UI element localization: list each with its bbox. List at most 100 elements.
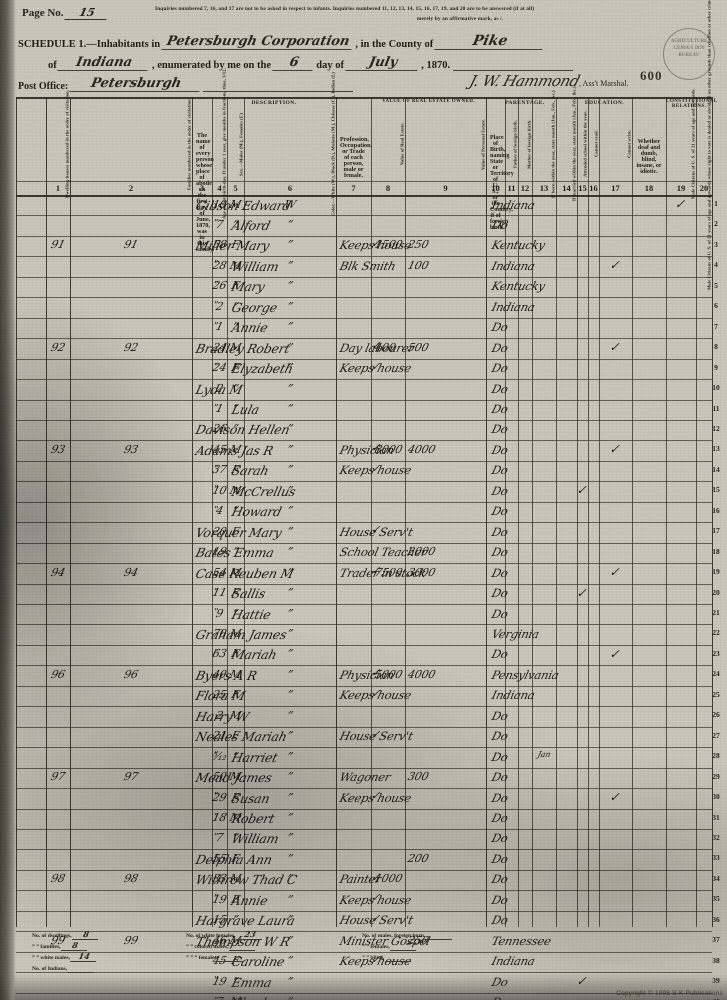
row-divider <box>16 481 712 483</box>
cell-person-name: Adams Jas R <box>194 442 275 458</box>
sheet-number: 600 <box>640 68 663 83</box>
cell-dwelling-number: 94 <box>49 565 67 579</box>
column-number-20: 20 <box>699 183 709 193</box>
row-divider <box>16 706 712 708</box>
row-number-right: 22 <box>712 628 720 638</box>
cell-birthplace: Do <box>490 749 510 764</box>
cell-birthplace: Do <box>490 463 510 478</box>
row-divider <box>16 297 712 299</box>
column-header-19: Male Citizens of U. S. of 21 years of ag… <box>690 88 696 200</box>
column-header-11: Father of foreign birth. <box>512 120 518 168</box>
column-divider <box>712 97 714 927</box>
cell-color: ” <box>285 790 295 804</box>
cell-color: ” <box>285 586 295 600</box>
cell-birthplace: Do <box>490 381 510 396</box>
cell-color: ” <box>285 729 295 743</box>
row-divider <box>16 563 712 565</box>
page-bottom-shadow <box>0 974 727 1000</box>
page-number-field: Page No. 15 <box>22 6 110 20</box>
row-divider <box>16 972 712 974</box>
column-header-1: Dwelling-houses numbered in the order of… <box>64 89 70 198</box>
cell-birthplace: Do <box>490 790 510 805</box>
place-value: Petersburgh Corporation <box>161 34 355 50</box>
row-number-right: 17 <box>712 526 720 536</box>
column-header-5: Sex.—Males (M.), Females (F.) <box>238 112 244 176</box>
cell-birthplace: Do <box>490 483 510 498</box>
cell-family-number: 94 <box>122 565 140 579</box>
mark-cannot-write: ✓ <box>608 646 623 662</box>
row-divider <box>16 181 712 182</box>
row-number-right: 21 <box>712 608 720 617</box>
cell-name-ditto: ” <box>214 648 219 659</box>
column-divider <box>632 97 633 927</box>
row-number-right: 20 <box>712 587 720 597</box>
column-divider <box>405 97 406 927</box>
cell-personal-estate-value: 4000 <box>406 667 437 681</box>
cell-occupation: Keeps house <box>338 892 413 907</box>
row-divider <box>16 215 712 217</box>
cell-birthplace: Do <box>490 504 510 519</box>
cell-birthplace: Do <box>490 565 510 580</box>
column-header-15: Attended school within the year. <box>582 110 588 178</box>
day-value: 6 <box>271 55 316 71</box>
row-divider <box>16 828 712 830</box>
census-table: DESCRIPTION. VALUE OF REAL ESTATE OWNED. P… <box>16 0 717 1000</box>
cell-birthplace: Do <box>490 545 510 560</box>
footer-tally-label: ” ” colored males, <box>186 944 230 950</box>
cell-birthplace: Indiana <box>490 197 537 212</box>
row-number-right: 10 <box>712 383 720 393</box>
state-date-line: of Indiana , enumerated by me on the 6 d… <box>48 55 573 71</box>
column-header-4: Age at last birth-day. If under 1 year, … <box>221 68 227 220</box>
cell-birthplace: Do <box>490 851 510 866</box>
column-divider <box>16 97 18 927</box>
year-label: , 1870. <box>421 60 451 71</box>
cell-birthplace: Do <box>490 402 510 416</box>
cell-person-name: Delphia Ann <box>194 851 274 867</box>
row-number-right: 16 <box>712 505 720 515</box>
row-divider <box>16 440 712 442</box>
cell-color: ” <box>285 381 295 395</box>
cell-birthplace: Indiana <box>490 688 537 703</box>
row-number-right: 30 <box>712 792 720 802</box>
row-number-right: 18 <box>712 546 720 556</box>
cell-occupation: Blk Smith <box>338 258 398 273</box>
cell-color: ” <box>285 565 295 579</box>
row-number-right: 4 <box>714 260 718 270</box>
cell-person-name: Vorquer Mary <box>194 524 284 540</box>
footer-tally-item: ” ” females, <box>362 941 419 952</box>
post-office-label: Post Office: <box>18 81 69 92</box>
cell-color: ” <box>285 708 295 722</box>
row-number-right: 3 <box>714 239 718 249</box>
cell-color: W <box>282 197 298 211</box>
footer-tally-value: 8 <box>60 940 89 951</box>
column-number-4: 4 <box>217 183 222 193</box>
cell-occupation: Keeps house <box>338 238 413 253</box>
cell-birthplace: Do <box>490 913 510 928</box>
column-number-3: 3 <box>199 183 205 193</box>
cell-color: ” <box>285 749 295 763</box>
column-header-18: Whether deaf and dumb, blind, insane, or… <box>636 139 662 175</box>
cell-birthplace: Do <box>490 361 510 376</box>
column-header-20: Male Citizens of U. S. of 21 years of ag… <box>706 0 712 291</box>
cell-color: ” <box>285 217 295 231</box>
cell-color: ” <box>285 667 295 681</box>
row-number-right: 32 <box>712 832 720 842</box>
column-group-label: EDUCATION. <box>584 100 625 106</box>
row-divider <box>16 644 712 646</box>
cell-birthplace: Pensylvania <box>490 667 561 682</box>
column-divider <box>532 97 533 927</box>
cell-birthplace: Do <box>490 892 510 907</box>
column-divider <box>227 97 228 927</box>
row-divider <box>16 235 712 237</box>
cell-color: ” <box>285 299 295 313</box>
row-divider <box>16 747 712 749</box>
cell-occupation: Keeps house <box>338 688 413 703</box>
column-header-9: Value of Personal Estate. <box>480 118 486 170</box>
cell-color: ” <box>285 279 295 293</box>
column-divider <box>666 97 667 927</box>
cell-birthplace: Do <box>490 442 510 457</box>
column-number-11: 11 <box>507 183 516 193</box>
row-number-right: 38 <box>712 955 720 965</box>
schedule-line: SCHEDULE 1.—Inhabitants in Petersburgh C… <box>18 33 546 50</box>
footer-tally-value <box>218 952 247 962</box>
